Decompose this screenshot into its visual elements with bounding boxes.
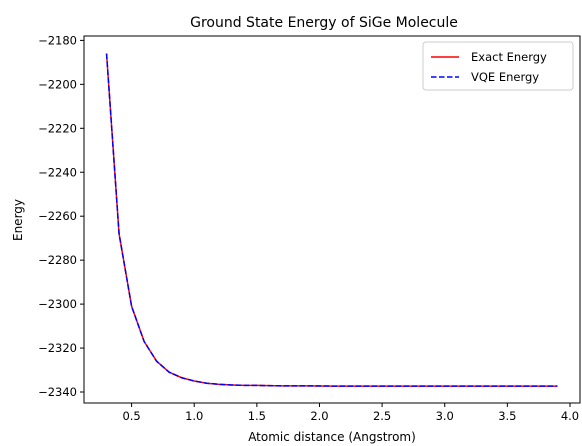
series-line-exact-energy xyxy=(105,53,558,387)
series-line-vqe-energy xyxy=(105,53,558,387)
legend-label-vqe: VQE Energy xyxy=(471,70,539,84)
y-axis-label: Energy xyxy=(11,199,25,241)
y-tick-label: −2240 xyxy=(38,165,77,179)
series-group xyxy=(105,53,558,387)
x-tick-label: 1.5 xyxy=(248,409,266,423)
y-tick-label: −2200 xyxy=(38,77,77,91)
y-tick-label: −2220 xyxy=(38,121,77,135)
x-tick-label: 2.5 xyxy=(373,409,391,423)
chart-title: Ground State Energy of SiGe Molecule xyxy=(190,15,458,31)
x-axis: 0.5 1.0 1.5 2.0 2.5 3.0 3.5 4.0 xyxy=(122,403,579,423)
x-tick-label: 1.0 xyxy=(185,409,203,423)
x-tick-label: 4.0 xyxy=(561,409,579,423)
y-tick-label: −2320 xyxy=(38,341,77,355)
x-axis-label: Atomic distance (Angstrom) xyxy=(248,430,416,444)
x-tick-label: 0.5 xyxy=(122,409,140,423)
y-tick-label: −2300 xyxy=(38,297,77,311)
legend: Exact Energy VQE Energy xyxy=(422,41,574,91)
x-tick-label: 2.0 xyxy=(310,409,328,423)
y-tick-label: −2280 xyxy=(38,253,77,267)
y-axis: −2340 −2320 −2300 −2280 −2260 −2240 −2220 −2200… xyxy=(38,33,84,399)
y-tick-label: −2260 xyxy=(38,209,77,223)
y-tick-label: −2180 xyxy=(38,33,77,47)
legend-label-exact: Exact Energy xyxy=(471,50,547,64)
plot-area-frame xyxy=(83,35,581,404)
y-tick-label: −2340 xyxy=(38,385,77,399)
legend-box xyxy=(422,41,574,91)
x-tick-label: 3.0 xyxy=(436,409,454,423)
x-tick-label: 3.5 xyxy=(498,409,516,423)
